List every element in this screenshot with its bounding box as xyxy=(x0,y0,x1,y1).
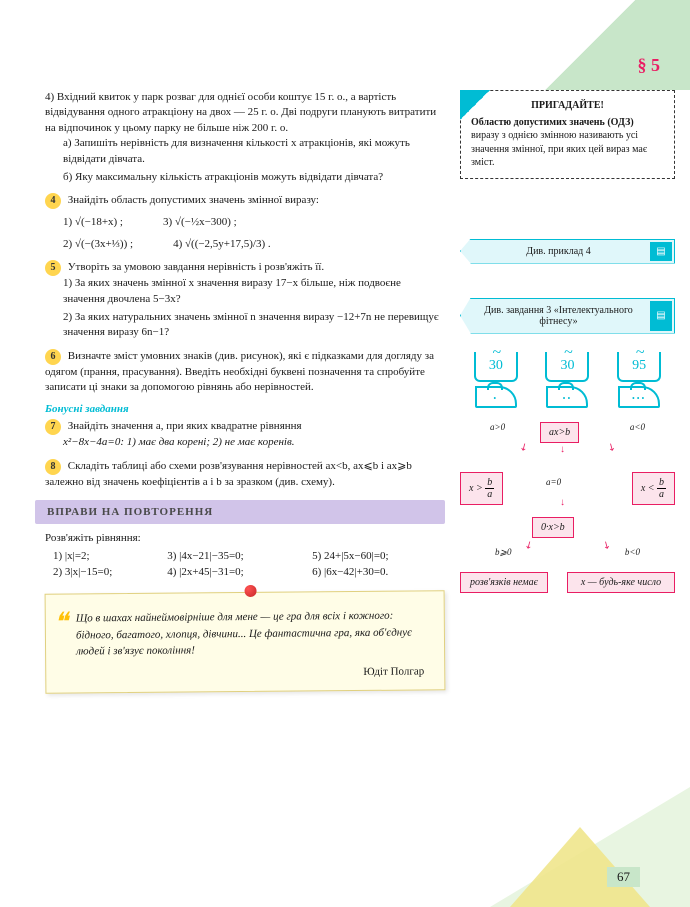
sub-1: 1) За яких значень змінної x значення ви… xyxy=(63,276,445,307)
circle-4: 4 xyxy=(45,193,61,209)
pin-icon xyxy=(245,585,257,597)
laundry-symbols: 30 • 30 •• 95 ••• xyxy=(460,352,675,408)
ref-text: Див. приклад 4 xyxy=(526,246,590,257)
flow-box: 0·x>b xyxy=(532,517,574,538)
circle-7: 7 xyxy=(45,419,61,435)
sub-a: а) Запишіть нерівність для визначення кі… xyxy=(63,136,445,167)
flow-label: a>0 xyxy=(490,422,505,432)
wash-icon: 30 xyxy=(474,352,518,382)
bonus-heading: Бонусні завдання xyxy=(45,403,445,415)
review-intro: Розв'яжіть рівняння: xyxy=(45,532,445,544)
sub-b: б) Яку максимальну кількість атракціонів… xyxy=(63,170,445,185)
iron-dots: •• xyxy=(548,394,586,403)
eq: 4) |2x+45|−31=0; xyxy=(167,566,300,578)
item-number: 4) xyxy=(45,91,54,103)
sidebar-column: ПРИГАДАЙТЕ! Областю допустимих значень (… xyxy=(460,90,675,642)
equation-grid: 1) |x|=2; 3) |4x−21|−35=0; 5) 24+|5x−60|… xyxy=(53,550,445,578)
problem-4: 4 Знайдіть область допустимих значень зм… xyxy=(45,193,445,252)
callout-text: Областю допустимих значень (ОДЗ) виразу … xyxy=(471,116,664,170)
flow-top: ax>b xyxy=(540,422,579,443)
sub-2: 2) За яких натуральних значень змінної n… xyxy=(63,310,445,341)
circle-8: 8 xyxy=(45,459,61,475)
arrow-icon: ↓ xyxy=(560,444,565,455)
problem-5: 5 Утворіть за умовою завдання нерівність… xyxy=(45,260,445,341)
problem-text: Утворіть за умовою завдання нерівність і… xyxy=(68,261,324,273)
callout-title: ПРИГАДАЙТЕ! xyxy=(471,99,664,113)
circle-6: 6 xyxy=(45,349,61,365)
iron-dots: • xyxy=(477,394,515,403)
flow-label: a<0 xyxy=(630,422,645,432)
quote-icon: ❝ xyxy=(54,603,68,642)
arrow-icon: ↙ xyxy=(518,440,531,454)
corner-decoration-top xyxy=(490,0,690,90)
wash-icon: 30 xyxy=(545,352,589,382)
ref-text: Див. завдання 3 «Інтелектуального фітнес… xyxy=(484,305,633,327)
problem-text: Вхідний квиток у парк розваг для однієї … xyxy=(45,91,436,134)
problem-text: Знайдіть область допустимих значень змін… xyxy=(68,194,319,206)
flow-label: a=0 xyxy=(546,477,561,487)
formula: 1) √(−18+x) ; xyxy=(63,215,123,230)
eq: 3) |4x−21|−35=0; xyxy=(167,550,300,562)
callout-corner-icon xyxy=(460,90,490,120)
reference-tab-1: Див. приклад 4 ▤ xyxy=(460,239,675,264)
flow-box: розв'язків немає xyxy=(460,572,548,593)
formula: 4) √((−2,5y+17,5)/3) . xyxy=(173,237,271,252)
arrow-icon: ↘ xyxy=(604,440,617,454)
arrow-icon: ↘ xyxy=(599,538,612,552)
eq: 5) 24+|5x−60|=0; xyxy=(312,550,445,562)
eq: 1) |x|=2; xyxy=(53,550,155,562)
problem-7: 7 Знайдіть значення a, при яких квадратн… xyxy=(45,419,445,450)
formula: 3) √(−½x−300) ; xyxy=(163,215,237,230)
circle-5: 5 xyxy=(45,260,61,276)
recall-callout: ПРИГАДАЙТЕ! Областю допустимих значень (… xyxy=(460,90,675,179)
iron-icon: •• xyxy=(546,386,588,408)
iron-dots: ••• xyxy=(620,394,658,403)
book-icon: ▤ xyxy=(650,301,672,331)
quote-sticky-note: ❝ Що в шахах найнеймовірніше для мене — … xyxy=(45,591,446,694)
quote-author: Юдіт Полгар xyxy=(76,663,424,683)
problem-text: Складіть таблиці або схеми розв'язування… xyxy=(45,460,412,488)
quote-text: Що в шахах найнеймовірніше для мене — це… xyxy=(76,610,412,658)
problem-6: 6 Визначте зміст умовних знаків (див. ри… xyxy=(45,349,445,396)
book-icon: ▤ xyxy=(650,242,672,261)
problem-text: Визначте зміст умовних знаків (див. рису… xyxy=(45,350,434,393)
arrow-icon: ↙ xyxy=(523,538,536,552)
problem-4-intro: 4) Вхідний квиток у парк розваг для одні… xyxy=(45,90,445,185)
laundry-item: 30 • xyxy=(474,352,518,408)
iron-icon: • xyxy=(475,386,517,408)
iron-icon: ••• xyxy=(618,386,660,408)
flow-box: x > ba xyxy=(460,472,503,505)
main-column: 4) Вхідний квиток у парк розваг для одні… xyxy=(45,90,445,692)
page-number: 67 xyxy=(607,867,640,887)
reference-tab-2: Див. завдання 3 «Інтелектуального фітнес… xyxy=(460,298,675,334)
flowchart: ax>b a>0 a<0 ↙ ↓ ↘ x > ba a=0 x < ba ↓ 0… xyxy=(460,422,675,642)
problem-8: 8 Складіть таблиці або схеми розв'язуван… xyxy=(45,459,445,490)
laundry-item: 95 ••• xyxy=(617,352,661,408)
flow-label: b<0 xyxy=(625,547,640,557)
review-header: ВПРАВИ НА ПОВТОРЕННЯ xyxy=(35,500,445,524)
flow-box: x — будь-яке число xyxy=(567,572,675,593)
laundry-item: 30 •• xyxy=(545,352,589,408)
flow-label: b⩾0 xyxy=(495,547,512,558)
eq: 2) 3|x|−15=0; xyxy=(53,566,155,578)
wash-icon: 95 xyxy=(617,352,661,382)
section-number: § 5 xyxy=(638,55,661,76)
problem-text: Знайдіть значення a, при яких квадратне … xyxy=(68,420,302,432)
flow-box: x < ba xyxy=(632,472,675,505)
arrow-icon: ↓ xyxy=(560,497,565,508)
eq: 6) |6x−42|+30=0. xyxy=(312,566,445,578)
formula: 2) √(−(3x+⅓)) ; xyxy=(63,237,133,252)
equation: x²−8x−4a=0: 1) має два корені; 2) не має… xyxy=(63,435,445,450)
